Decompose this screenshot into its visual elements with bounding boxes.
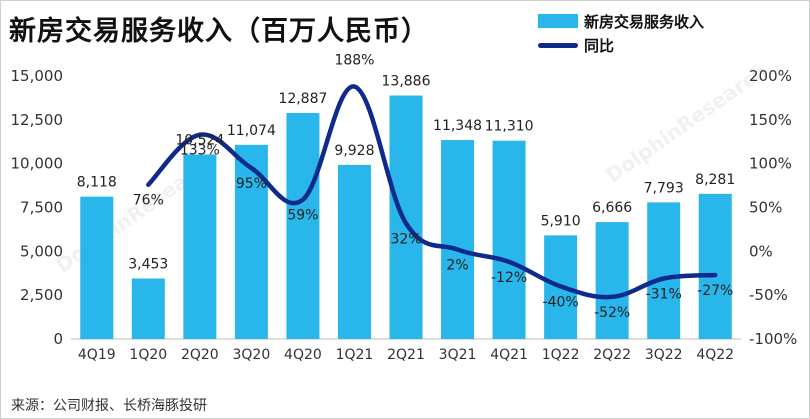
x-tick-label: 1Q20	[129, 347, 167, 363]
x-tick-label: 2Q21	[387, 347, 425, 363]
yoy-line	[146, 84, 718, 300]
bar-value-label: 12,887	[278, 91, 327, 107]
x-tick-label: 3Q22	[645, 347, 683, 363]
bar-value-label: 8,118	[77, 175, 117, 191]
yoy-value-label: -52%	[594, 305, 630, 321]
x-tick-label: 4Q21	[490, 347, 528, 363]
y-left-tick-label: 2,500	[20, 286, 63, 304]
yoy-value-label: 32%	[390, 231, 421, 247]
x-tick-label: 4Q20	[284, 347, 322, 363]
legend-swatch-bar	[538, 14, 578, 28]
legend-label-bar: 新房交易服务收入	[584, 12, 705, 31]
chart-svg: 0 2,500 5,000 7,500 10,000 12,500 15,000 -100% -…	[11, 53, 798, 363]
x-tick-label: 2Q22	[593, 347, 631, 363]
bar-value-label: 7,793	[644, 180, 684, 196]
yoy-value-label: -27%	[697, 283, 733, 299]
y-right-tick-label: 150%	[749, 111, 792, 129]
y-left-tick-label: 15,000	[11, 67, 64, 85]
y-right-tick-label: 50%	[749, 199, 782, 217]
x-tick-label: 3Q21	[439, 347, 477, 363]
yoy-value-label: -12%	[491, 270, 527, 286]
bar	[492, 140, 526, 339]
bar	[234, 144, 268, 339]
source-note: 来源：公司财报、长桥海豚投研	[11, 398, 207, 414]
bar-value-label: 3,453	[128, 256, 168, 272]
y-left-tick-label: 7,500	[20, 199, 63, 217]
x-tick-label: 1Q21	[336, 347, 374, 363]
y-left-tick-label: 10,000	[11, 155, 64, 173]
y-right-tick-label: 100%	[749, 155, 792, 173]
bar	[183, 154, 217, 339]
y-right-tick-label: -50%	[749, 286, 788, 304]
bar-value-label: 11,348	[433, 118, 482, 134]
bar	[131, 278, 165, 339]
x-tick-label: 4Q19	[78, 347, 116, 363]
y-left-tick-label: 12,500	[11, 111, 64, 129]
x-tick-label: 4Q22	[696, 347, 734, 363]
yoy-value-label: 188%	[334, 53, 374, 69]
bar	[80, 196, 114, 339]
bar-value-label: 8,281	[695, 172, 735, 188]
bar	[389, 95, 423, 339]
legend-item-line: 同比	[538, 33, 704, 57]
x-tick-label: 1Q22	[542, 347, 580, 363]
bar-value-label: 5,910	[541, 213, 581, 229]
bar	[337, 164, 371, 339]
yoy-value-label: 95%	[236, 176, 267, 192]
bar-value-label: 13,886	[382, 74, 431, 90]
yoy-value-label: 2%	[446, 258, 468, 274]
chart-title: 新房交易服务收入（百万人民币）	[9, 16, 429, 47]
bar	[595, 222, 629, 339]
bar-value-label: 11,074	[227, 123, 276, 139]
bar-value-label: 11,310	[485, 119, 534, 135]
bar-value-label: 10,524	[175, 132, 224, 148]
legend-swatch-line	[538, 42, 578, 48]
yoy-value-label: 76%	[133, 193, 164, 209]
yoy-value-label: -31%	[646, 287, 682, 303]
legend-item-bar: 新房交易服务收入	[538, 9, 704, 33]
bar-value-label: 6,666	[592, 200, 632, 216]
bar	[441, 140, 475, 339]
legend: 新房交易服务收入 同比	[538, 9, 704, 57]
y-right-tick-label: 0%	[749, 242, 773, 260]
y-left-tick-label: 5,000	[20, 242, 63, 260]
bar	[647, 202, 681, 339]
x-tick-label: 3Q20	[233, 347, 271, 363]
y-right-tick-label: 200%	[749, 67, 792, 85]
y-left-tick-label: 0	[53, 330, 63, 348]
yoy-value-label: 133%	[180, 143, 220, 159]
yoy-value-label: -40%	[543, 294, 579, 310]
bar	[286, 113, 320, 339]
bar	[698, 193, 732, 339]
bar-value-label: 9,928	[334, 143, 374, 159]
y-right-tick-label: -100%	[749, 330, 797, 348]
yoy-value-label: 59%	[287, 208, 318, 224]
x-tick-label: 2Q20	[181, 347, 219, 363]
legend-label-line: 同比	[584, 36, 615, 55]
